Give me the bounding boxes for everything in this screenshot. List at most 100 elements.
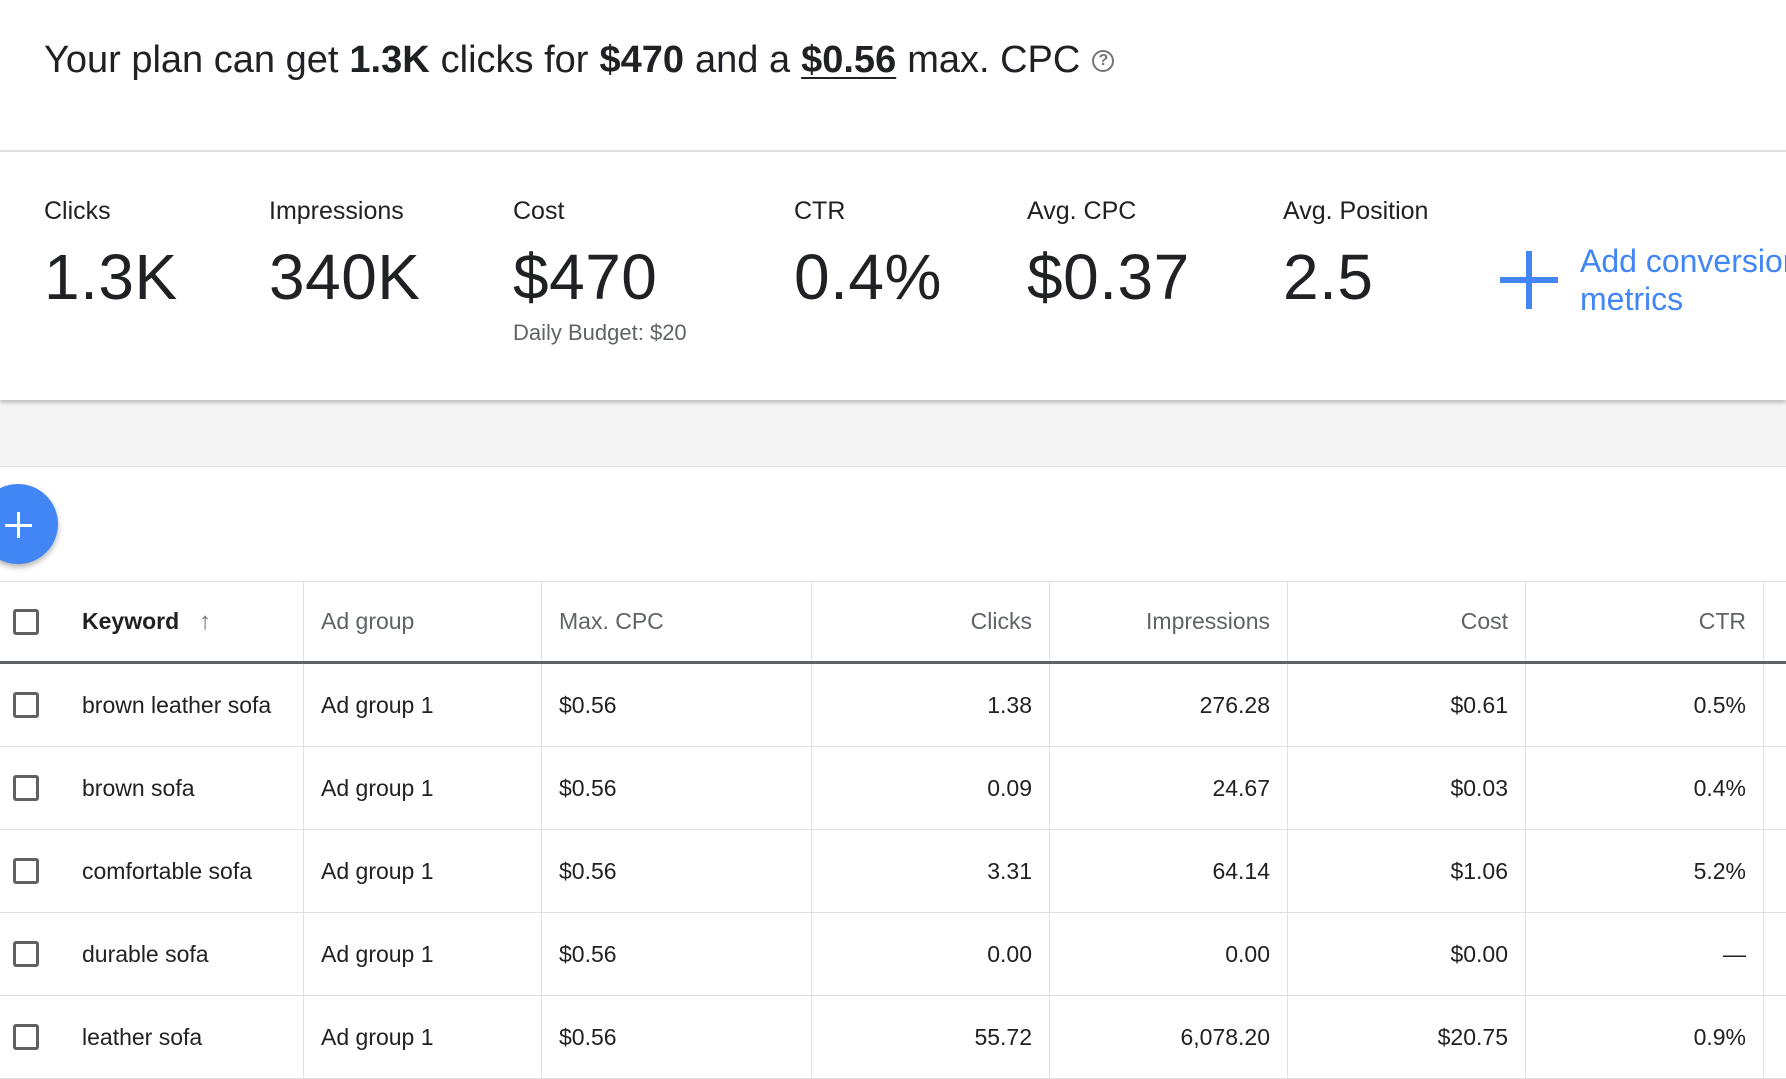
row-checkbox[interactable]: [13, 692, 39, 718]
ctr-cell: 0.5%: [1525, 664, 1763, 746]
header-check-cell: [0, 582, 52, 661]
keyword-table: Keyword ↑ Ad group Max. CPC Clicks Impre…: [0, 581, 1786, 1079]
header-clicks[interactable]: Clicks: [811, 582, 1049, 661]
metric-label: CTR: [794, 197, 846, 225]
ctr-cell: 5.2%: [1525, 830, 1763, 912]
max-cpc-cell[interactable]: $0.56: [541, 913, 811, 995]
keyword-cell: comfortable sofa: [82, 857, 253, 884]
row-checkbox[interactable]: [13, 775, 39, 801]
impressions-cell: 6,078.20: [1049, 996, 1287, 1078]
metric-value: 0.4%: [794, 241, 942, 313]
row-check-cell: [0, 830, 52, 912]
table-row: brown leather sofa Ad group 1 $0.56 1.38…: [0, 664, 1786, 747]
header-divider: [0, 150, 1786, 152]
metric-value: 2.5: [1283, 241, 1374, 313]
headline-suffix: max. CPC: [907, 38, 1081, 81]
header-ad-group[interactable]: Ad group: [303, 582, 541, 661]
row-check-cell: [0, 664, 52, 746]
add-keyword-fab-button[interactable]: [0, 484, 58, 564]
impressions-cell: 0.00: [1049, 913, 1287, 995]
overflow-cell: [1763, 830, 1786, 912]
daily-budget-label: Daily Budget: $20: [513, 320, 687, 345]
keyword-cell: brown leather sofa: [82, 691, 272, 718]
headline-prefix: Your plan can get: [44, 38, 339, 81]
header-impressions[interactable]: Impressions: [1049, 582, 1287, 661]
plus-icon: [1500, 251, 1558, 309]
row-checkbox[interactable]: [13, 1024, 39, 1050]
metric-cost: Cost $470 Daily Budget: $20: [513, 197, 687, 346]
metric-avg-cpc: Avg. CPC $0.37: [1027, 197, 1190, 314]
headline-max-cpc-link[interactable]: $0.56: [801, 38, 897, 81]
cost-cell: $0.00: [1287, 913, 1525, 995]
keyword-cell: leather sofa: [82, 1023, 203, 1050]
clicks-cell: 3.31: [811, 830, 1049, 912]
metric-label: Cost: [513, 197, 565, 225]
help-icon[interactable]: ?: [1092, 50, 1115, 72]
metric-value: $0.37: [1027, 241, 1190, 313]
cost-cell: $0.03: [1287, 747, 1525, 829]
clicks-cell: 0.09: [811, 747, 1049, 829]
max-cpc-cell[interactable]: $0.56: [541, 830, 811, 912]
cost-cell: $1.06: [1287, 830, 1525, 912]
keyword-cell: brown sofa: [82, 774, 195, 801]
table-row: brown sofa Ad group 1 $0.56 0.09 24.67 $…: [0, 747, 1786, 830]
metric-impressions: Impressions 340K: [269, 197, 420, 314]
ad-group-cell: Ad group 1: [303, 830, 541, 912]
toolbar-band: [0, 400, 1786, 467]
row-check-cell: [0, 913, 52, 995]
metrics-panel: Clicks 1.3K Impressions 340K Cost $470 D…: [0, 152, 1786, 400]
row-check-cell: [0, 996, 52, 1078]
metric-label: Avg. Position: [1283, 197, 1429, 225]
table-header-row: Keyword ↑ Ad group Max. CPC Clicks Impre…: [0, 581, 1786, 664]
overflow-cell: [1763, 996, 1786, 1078]
ctr-cell: 0.9%: [1525, 996, 1763, 1078]
header-ctr[interactable]: CTR: [1525, 582, 1763, 661]
keyword-cell: durable sofa: [82, 940, 209, 967]
cost-cell: $0.61: [1287, 664, 1525, 746]
max-cpc-cell[interactable]: $0.56: [541, 996, 811, 1078]
max-cpc-cell[interactable]: $0.56: [541, 664, 811, 746]
metric-clicks: Clicks 1.3K: [44, 197, 178, 314]
metric-value: 340K: [269, 241, 421, 313]
add-conversion-metrics-button[interactable]: Add conversion metrics: [1500, 242, 1786, 318]
header-max-cpc[interactable]: Max. CPC: [541, 582, 811, 661]
header-keyword-label: Keyword: [82, 608, 180, 634]
row-checkbox[interactable]: [13, 941, 39, 967]
table-row: durable sofa Ad group 1 $0.56 0.00 0.00 …: [0, 913, 1786, 996]
headline-cost: $470: [599, 38, 685, 81]
overflow-cell: [1763, 664, 1786, 746]
row-check-cell: [0, 747, 52, 829]
overflow-cell: [1763, 913, 1786, 995]
metric-value: $470: [513, 241, 658, 313]
select-all-checkbox[interactable]: [13, 608, 39, 635]
table-row: leather sofa Ad group 1 $0.56 55.72 6,07…: [0, 996, 1786, 1079]
ad-group-cell: Ad group 1: [303, 996, 541, 1078]
impressions-cell: 24.67: [1049, 747, 1287, 829]
add-conversion-label: Add conversion metrics: [1580, 242, 1786, 318]
ad-group-cell: Ad group 1: [303, 913, 541, 995]
row-checkbox[interactable]: [13, 858, 39, 884]
metric-ctr: CTR 0.4%: [794, 197, 942, 314]
add-conversion-line1: Add conversion: [1580, 243, 1786, 279]
plan-summary-headline: Your plan can get 1.3K clicks for $470 a…: [44, 30, 1115, 90]
metric-avg-position: Avg. Position 2.5: [1283, 197, 1428, 314]
headline-clicks: 1.3K: [349, 38, 430, 81]
metric-label: Avg. CPC: [1027, 197, 1137, 225]
header-cost[interactable]: Cost: [1287, 582, 1525, 661]
clicks-cell: 0.00: [811, 913, 1049, 995]
metric-value: 1.3K: [44, 241, 178, 313]
table-row: comfortable sofa Ad group 1 $0.56 3.31 6…: [0, 830, 1786, 913]
clicks-cell: 55.72: [811, 996, 1049, 1078]
metric-label: Impressions: [269, 197, 404, 225]
header-overflow-cell: [1763, 582, 1786, 661]
impressions-cell: 64.14: [1049, 830, 1287, 912]
ctr-cell: 0.4%: [1525, 747, 1763, 829]
sort-arrow-up-icon[interactable]: ↑: [199, 607, 212, 635]
ad-group-cell: Ad group 1: [303, 664, 541, 746]
overflow-cell: [1763, 747, 1786, 829]
header-keyword[interactable]: Keyword ↑: [52, 582, 303, 661]
ad-group-cell: Ad group 1: [303, 747, 541, 829]
headline-mid2: and a: [695, 38, 791, 81]
ctr-cell: —: [1525, 913, 1763, 995]
max-cpc-cell[interactable]: $0.56: [541, 747, 811, 829]
